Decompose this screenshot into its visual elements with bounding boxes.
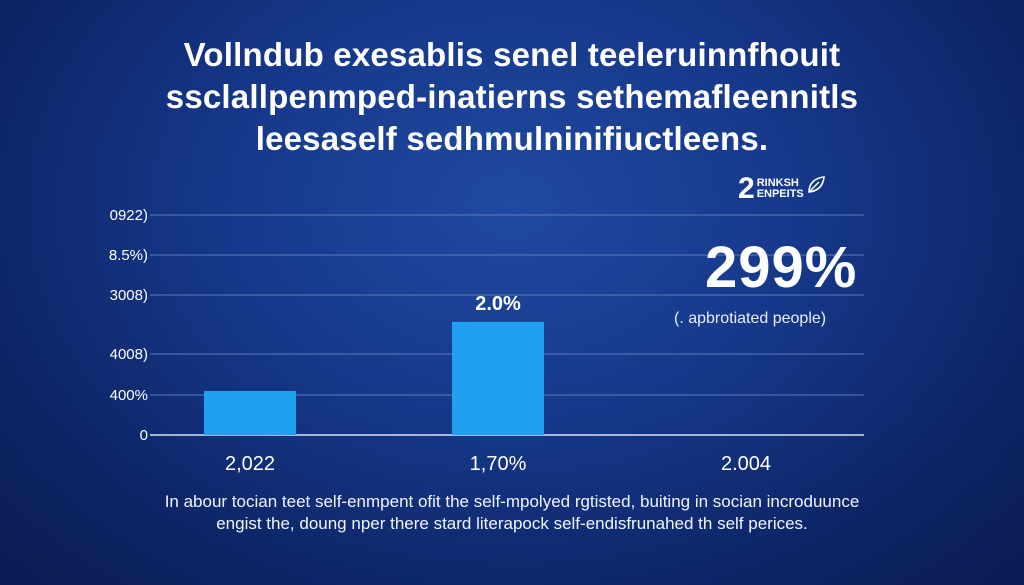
- data-label: 2.0%: [475, 293, 521, 315]
- title-line-1: Vollndub exesablis senel teeleruinnfhoui…: [183, 36, 841, 73]
- y-tick-label: 0922): [110, 207, 148, 224]
- logo-line-1: RINKSH: [756, 177, 799, 189]
- leaf-icon: [807, 176, 825, 193]
- bar: [452, 321, 544, 435]
- y-tick-label: 3008): [110, 287, 148, 304]
- y-tick-label: 0: [140, 427, 148, 444]
- y-tick-label: 4008): [110, 346, 148, 363]
- logo-text: RINKSH ENPEITS: [757, 178, 804, 200]
- bar: [204, 391, 296, 435]
- footer-note: In abour tocian teet self-enmpent ofit t…: [60, 491, 964, 535]
- chart-title: Vollndub exesablis senel teeleruinnfhoui…: [40, 34, 984, 160]
- y-tick-label: 8.5%): [109, 247, 148, 264]
- highlight-value: 299%: [705, 235, 858, 300]
- title-line-3: leesaself sedhmulninifiuctleens.: [255, 120, 769, 157]
- logo-number: 2: [738, 172, 755, 205]
- y-tick-label: 400%: [110, 387, 148, 404]
- highlight-caption: (. apbrotiated people): [674, 310, 827, 327]
- footer-line-2: engist the, doung nper there stard liter…: [216, 514, 808, 533]
- footer-line-1: In abour tocian teet self-enmpent ofit t…: [164, 492, 860, 511]
- title-line-2: ssclallpenmped-inatierns sethemafleennit…: [165, 78, 859, 115]
- logo-line-2: ENPEITS: [756, 188, 804, 200]
- x-category-label: 2.004: [721, 453, 771, 475]
- x-category-label: 2,022: [225, 453, 275, 475]
- x-category-label: 1,70%: [470, 453, 527, 475]
- logo: 2 RINKSH ENPEITS: [738, 174, 826, 204]
